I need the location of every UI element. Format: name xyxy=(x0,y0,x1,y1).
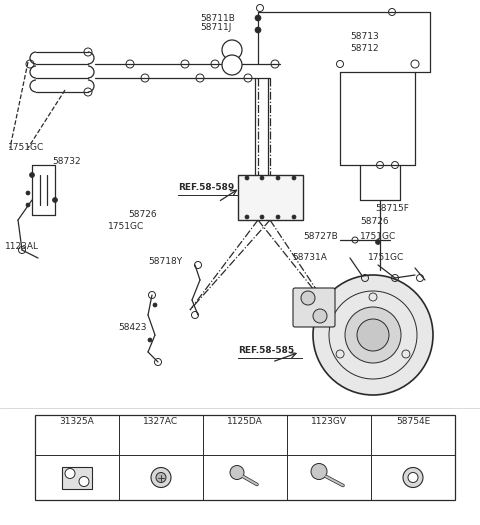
Text: 58711J: 58711J xyxy=(200,23,231,32)
Bar xyxy=(35,415,455,500)
Text: REF.58-585: REF.58-585 xyxy=(238,346,294,355)
Text: REF.58-589: REF.58-589 xyxy=(178,183,234,192)
Circle shape xyxy=(79,477,89,487)
Circle shape xyxy=(29,173,35,177)
Text: 58726: 58726 xyxy=(128,210,156,219)
Circle shape xyxy=(276,176,280,180)
FancyBboxPatch shape xyxy=(293,288,335,327)
Circle shape xyxy=(148,338,152,342)
Circle shape xyxy=(276,215,280,219)
Circle shape xyxy=(156,472,166,482)
Circle shape xyxy=(260,215,264,219)
Text: 58731A: 58731A xyxy=(292,253,327,262)
Circle shape xyxy=(26,191,30,195)
Circle shape xyxy=(313,275,433,395)
Text: 58732: 58732 xyxy=(52,157,81,166)
Circle shape xyxy=(260,176,264,180)
Text: 58718Y: 58718Y xyxy=(148,257,182,266)
Text: 1123GV: 1123GV xyxy=(311,417,347,426)
Circle shape xyxy=(65,468,75,478)
Text: 58712: 58712 xyxy=(350,44,379,53)
Circle shape xyxy=(151,467,171,488)
Text: 58423: 58423 xyxy=(118,323,146,332)
Text: B: B xyxy=(228,60,235,69)
Text: 1751GC: 1751GC xyxy=(360,232,396,241)
FancyBboxPatch shape xyxy=(238,175,303,220)
Text: 1751GC: 1751GC xyxy=(8,143,44,152)
Circle shape xyxy=(255,15,261,21)
Text: 58715F: 58715F xyxy=(375,204,409,213)
Text: A: A xyxy=(228,46,236,55)
Circle shape xyxy=(311,464,327,479)
Circle shape xyxy=(313,309,327,323)
Circle shape xyxy=(255,27,261,33)
Circle shape xyxy=(301,291,315,305)
Text: 1125DA: 1125DA xyxy=(227,417,263,426)
Circle shape xyxy=(245,215,249,219)
Text: 58727B: 58727B xyxy=(303,232,338,241)
Circle shape xyxy=(222,55,242,75)
Circle shape xyxy=(52,197,58,203)
Circle shape xyxy=(292,176,296,180)
Circle shape xyxy=(292,215,296,219)
Circle shape xyxy=(357,319,389,351)
Circle shape xyxy=(153,303,157,307)
Circle shape xyxy=(222,40,242,60)
FancyBboxPatch shape xyxy=(62,467,92,488)
Text: 58754E: 58754E xyxy=(396,417,430,426)
Circle shape xyxy=(345,307,401,363)
Text: 58713: 58713 xyxy=(350,32,379,41)
Circle shape xyxy=(403,467,423,488)
Text: 31325A: 31325A xyxy=(60,417,95,426)
Circle shape xyxy=(26,203,30,207)
Circle shape xyxy=(230,466,244,479)
Circle shape xyxy=(408,472,418,482)
Circle shape xyxy=(375,239,381,245)
Text: 58711B: 58711B xyxy=(200,14,235,23)
Text: 1751GC: 1751GC xyxy=(108,222,144,231)
Text: 1123AL: 1123AL xyxy=(5,242,39,251)
Text: 1327AC: 1327AC xyxy=(144,417,179,426)
Text: 58726: 58726 xyxy=(360,217,389,226)
Text: 1751GC: 1751GC xyxy=(368,253,404,262)
Circle shape xyxy=(245,176,249,180)
